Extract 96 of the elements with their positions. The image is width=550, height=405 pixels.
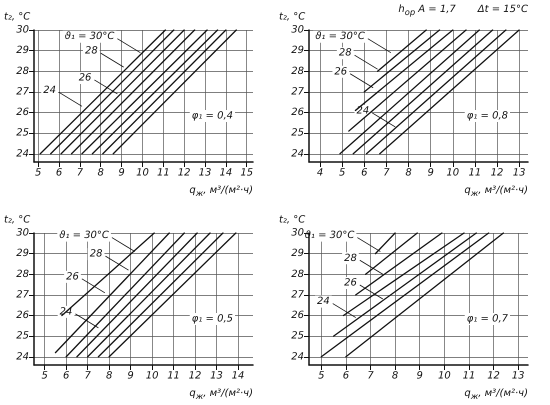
y-tick-label: 30 xyxy=(16,24,29,36)
text: φ₁ = 0,8 xyxy=(466,110,508,122)
y-tick-label: 29 xyxy=(291,248,304,260)
x-tick-label: 13 xyxy=(512,370,525,382)
y-tick-label: 24 xyxy=(16,148,29,160)
x-tick-label: 11 xyxy=(468,168,482,178)
y-tick-label: 27 xyxy=(291,86,305,98)
x-tick-label: 10 xyxy=(438,370,451,382)
y-tick-label: 27 xyxy=(16,289,30,300)
x-axis-title: q$_{ж}$, м³/(м²·ч) xyxy=(189,388,253,401)
x-tick-label: 7 xyxy=(367,370,374,382)
y-tick-label: 26 xyxy=(291,310,304,321)
annotation: 28 xyxy=(338,48,352,59)
y-tick-label: 24 xyxy=(291,351,304,362)
annotation: 24 xyxy=(356,105,370,116)
x-tick-label: 10 xyxy=(446,168,460,178)
x-tick-label: 6 xyxy=(361,168,368,178)
annotation: 26 xyxy=(66,271,79,282)
text: h$_{ор}$ A = 1,7 xyxy=(398,4,456,17)
x-tick-label: 9 xyxy=(118,168,125,178)
y-tick-label: 28 xyxy=(291,66,304,77)
y-axis-title: t₂, °C xyxy=(4,214,30,226)
text: Δt = 15°C xyxy=(478,4,528,17)
y-tick-label: 25 xyxy=(291,128,304,139)
x-tick-label: 8 xyxy=(392,370,398,382)
x-tick-label: 9 xyxy=(427,168,434,178)
annotation: 26 xyxy=(78,72,92,84)
annotation: ϑ₁ = 30°C xyxy=(315,31,365,42)
x-tick-label: 15 xyxy=(240,168,254,178)
annotation: 28 xyxy=(90,248,102,260)
annotation: 24 xyxy=(317,296,330,308)
y-tick-label: 27 xyxy=(291,289,305,300)
x-tick-label: 8 xyxy=(106,370,112,382)
x-tick-label: 5 xyxy=(338,168,346,178)
y-tick-label: 26 xyxy=(291,107,304,118)
x-tick-label: 5 xyxy=(42,370,48,382)
y-tick-label: 24 xyxy=(291,148,304,160)
y-tick-label: 28 xyxy=(291,268,304,280)
text: φ₁ = 0,5 xyxy=(192,314,234,324)
x-tick-label: 11 xyxy=(167,370,180,382)
x-tick-label: 14 xyxy=(232,370,244,382)
x-tick-label: 13 xyxy=(512,168,526,178)
y-tick-label: 28 xyxy=(16,268,29,280)
x-tick-label: 8 xyxy=(98,168,104,178)
y-axis-title: t₂, °C xyxy=(279,214,306,226)
x-tick-label: 9 xyxy=(127,370,134,382)
y-tick-label: 29 xyxy=(16,248,29,260)
annotation: 24 xyxy=(43,84,56,96)
x-tick-label: 7 xyxy=(76,168,84,178)
x-tick-label: 8 xyxy=(405,168,412,178)
x-axis-title: q$_{ж}$, м³/(м²·ч) xyxy=(464,185,528,198)
annotation: 26 xyxy=(334,66,348,78)
y-tick-label: 30 xyxy=(16,228,29,238)
y-tick-label: 28 xyxy=(16,66,29,77)
x-tick-label: 12 xyxy=(487,370,500,382)
x-tick-label: 6 xyxy=(342,370,350,382)
y-axis-title: t₂, °C xyxy=(4,12,30,22)
x-tick-label: 11 xyxy=(156,168,170,178)
x-tick-label: 14 xyxy=(220,168,232,178)
x-tick-label: 13 xyxy=(210,370,223,382)
x-tick-label: 4 xyxy=(316,168,324,178)
x-tick-label: 7 xyxy=(383,168,390,178)
y-tick-label: 30 xyxy=(291,24,304,36)
y-tick-label: 24 xyxy=(16,351,29,362)
y-tick-label: 25 xyxy=(291,330,304,342)
y-tick-label: 29 xyxy=(291,45,304,56)
x-tick-label: 12 xyxy=(490,168,504,178)
text: φ₁ = 0,7 xyxy=(466,314,509,324)
x-tick-label: 7 xyxy=(84,370,92,382)
annotation: 26 xyxy=(344,278,357,288)
y-tick-label: 30 xyxy=(291,228,304,238)
x-axis-title: q$_{ж}$, м³/(м²·ч) xyxy=(464,388,528,401)
x-tick-label: 6 xyxy=(63,370,70,382)
text: φ₁ = 0,4 xyxy=(192,110,234,122)
annotation: ϑ₁ = 30°C xyxy=(64,31,114,42)
x-tick-label: 9 xyxy=(416,370,423,382)
x-tick-label: 10 xyxy=(136,168,149,178)
y-tick-label: 26 xyxy=(16,310,29,321)
x-axis-title: q$_{ж}$, м³/(м²·ч) xyxy=(189,185,253,198)
x-tick-label: 5 xyxy=(318,370,324,382)
x-tick-label: 12 xyxy=(188,370,202,382)
x-tick-label: 13 xyxy=(198,168,212,178)
annotation: 28 xyxy=(344,252,357,264)
y-tick-label: 25 xyxy=(16,128,29,139)
y-tick-label: 27 xyxy=(16,86,30,98)
annotation: 28 xyxy=(84,46,98,57)
x-tick-label: 11 xyxy=(462,370,476,382)
y-tick-label: 26 xyxy=(16,107,29,118)
annotation: ϑ₁ = 30°C xyxy=(59,230,109,242)
x-tick-label: 6 xyxy=(56,168,62,178)
y-axis-title: t₂, °C xyxy=(279,12,306,22)
x-tick-label: 12 xyxy=(178,168,191,178)
y-tick-label: 25 xyxy=(16,330,29,342)
y-tick-label: 29 xyxy=(16,45,29,56)
x-tick-label: 10 xyxy=(146,370,158,382)
x-tick-label: 5 xyxy=(34,168,42,178)
